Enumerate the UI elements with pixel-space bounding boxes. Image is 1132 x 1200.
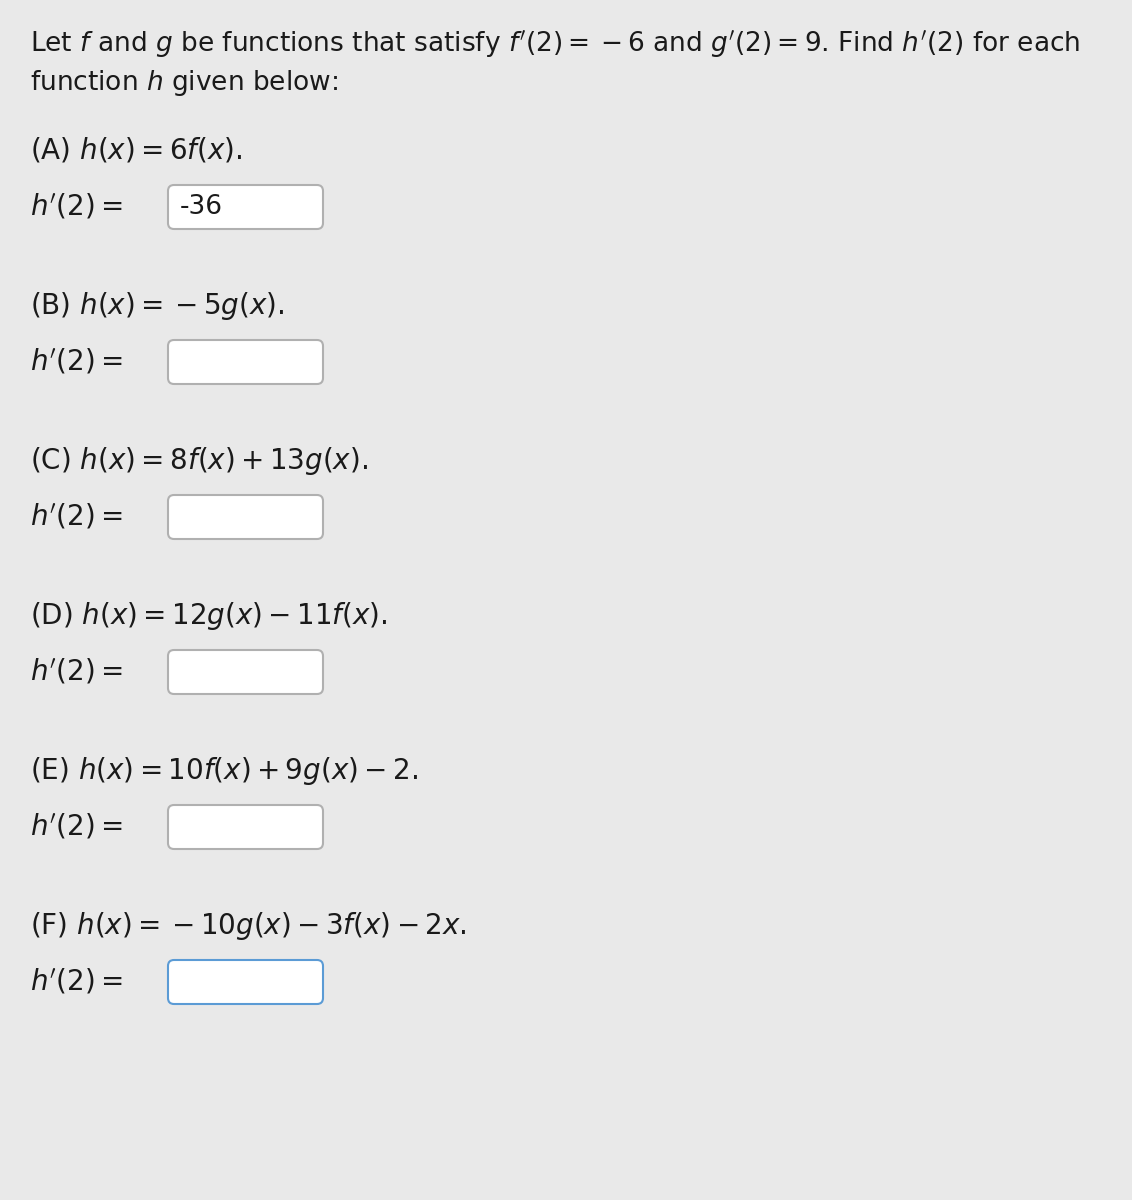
Text: (A) $h(x) = 6f(x).$: (A) $h(x) = 6f(x).$ [31,134,242,164]
FancyBboxPatch shape [168,650,323,694]
Text: (E) $h(x) = 10f(x) + 9g(x) - 2.$: (E) $h(x) = 10f(x) + 9g(x) - 2.$ [31,755,418,787]
Text: $h'(2) =$: $h'(2) =$ [31,347,123,377]
Text: $h'(2) =$: $h'(2) =$ [31,192,123,222]
Text: (B) $h(x) = -5g(x).$: (B) $h(x) = -5g(x).$ [31,290,284,322]
FancyBboxPatch shape [168,805,323,850]
Text: $h'(2) =$: $h'(2) =$ [31,812,123,841]
Text: (D) $h(x) = 12g(x) - 11f(x).$: (D) $h(x) = 12g(x) - 11f(x).$ [31,600,387,632]
FancyBboxPatch shape [168,960,323,1004]
Text: function $\mathit{h}$ given below:: function $\mathit{h}$ given below: [31,68,338,98]
FancyBboxPatch shape [168,494,323,539]
Text: $h'(2) =$: $h'(2) =$ [31,658,123,686]
Text: Let $\mathit{f}$ and $\mathit{g}$ be functions that satisfy $f'(2) = -6$ and $g': Let $\mathit{f}$ and $\mathit{g}$ be fun… [31,28,1080,60]
Text: (C) $h(x) = 8f(x) + 13g(x).$: (C) $h(x) = 8f(x) + 13g(x).$ [31,445,368,476]
Text: $h'(2) =$: $h'(2) =$ [31,967,123,997]
FancyBboxPatch shape [168,185,323,229]
Text: $h'(2) =$: $h'(2) =$ [31,503,123,532]
FancyBboxPatch shape [168,340,323,384]
Text: (F) $h(x) = -10g(x) - 3f(x) - 2x.$: (F) $h(x) = -10g(x) - 3f(x) - 2x.$ [31,910,466,942]
Text: -36: -36 [180,194,223,220]
